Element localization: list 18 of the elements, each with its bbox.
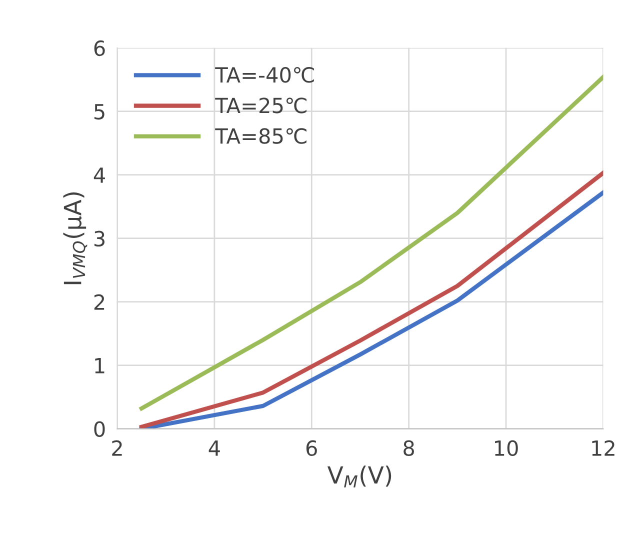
x-tick-label: 4	[208, 440, 220, 456]
x-tick-label: 6	[306, 440, 317, 456]
y-tick-label: 6	[94, 40, 105, 56]
y-tick-label: 2	[94, 294, 104, 310]
y-axis-title: I$_{VMQ}$(μA)	[63, 192, 88, 284]
x-axis-title: V$_{M}$(V)	[327, 466, 392, 488]
x-tick-label: 12	[592, 440, 614, 456]
y-tick-label: 1	[95, 358, 104, 374]
y-tick-label: 4	[94, 168, 105, 183]
x-tick-label: 2	[112, 440, 122, 456]
y-tick-label: 0	[94, 421, 105, 437]
legend-label: TA=25℃	[215, 98, 306, 114]
x-tick-label: 8	[404, 440, 414, 456]
legend-label: TA=-40℃	[215, 67, 314, 83]
x-tick-label: 10	[495, 440, 518, 456]
legend-label: TA=85℃	[215, 128, 306, 144]
y-tick-label: 3	[94, 230, 104, 247]
y-tick-label: 5	[94, 104, 104, 120]
